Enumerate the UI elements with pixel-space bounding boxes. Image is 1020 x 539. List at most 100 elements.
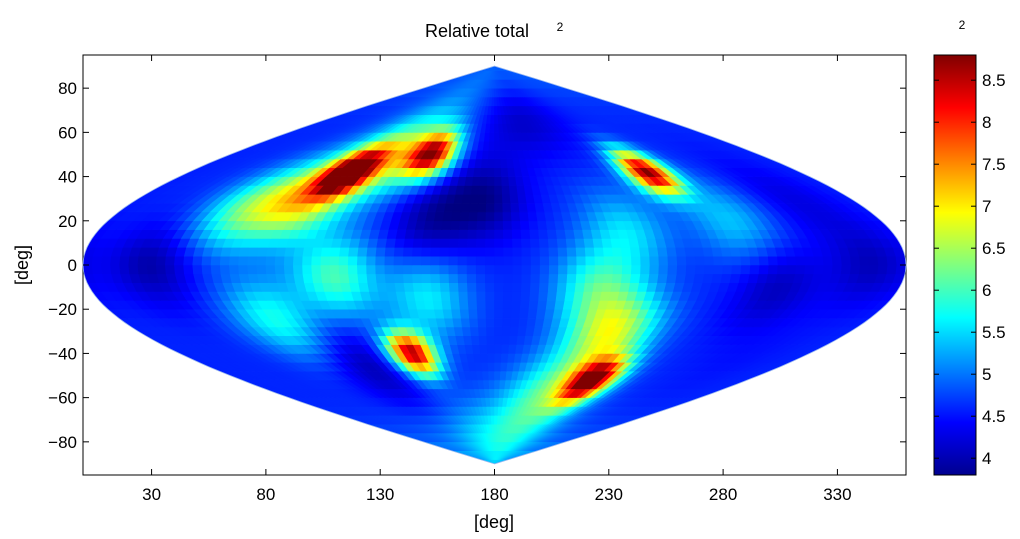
heatmap-cell: [458, 220, 470, 230]
heatmap-cell: [329, 247, 341, 257]
heatmap-cell: [413, 291, 425, 301]
heatmap-cell: [488, 140, 495, 151]
heatmap-cell: [320, 273, 332, 284]
heatmap-cell: [485, 273, 495, 284]
heatmap-cell: [521, 255, 532, 266]
colorbar-tick-label: 4.5: [982, 407, 1006, 426]
heatmap-cell: [449, 229, 460, 239]
heatmap-cell: [519, 211, 530, 222]
colorbar-tick-label: 5.5: [982, 323, 1006, 342]
heatmap-cell: [518, 202, 529, 213]
heatmap-cell: [466, 238, 477, 248]
heatmap-cell: [494, 335, 503, 345]
heatmap-cell: [448, 264, 459, 275]
heatmap-cell: [519, 308, 530, 319]
heatmap-cell: [155, 264, 167, 275]
heatmap-cell: [329, 255, 340, 266]
heatmap-cell: [441, 300, 452, 310]
heatmap-cell: [545, 220, 557, 230]
heatmap-cell: [512, 238, 523, 248]
heatmap-cell: [486, 176, 495, 186]
heatmap-cell: [155, 255, 167, 266]
heatmap-cell: [431, 229, 443, 239]
heatmap-cell: [494, 326, 503, 337]
heatmap-cell: [329, 273, 341, 284]
heatmap-cell: [475, 264, 486, 275]
heatmap-cell: [238, 255, 249, 266]
heatmap-cell: [822, 264, 834, 275]
heatmap-cell: [457, 264, 468, 275]
heatmap-cell: [481, 149, 490, 160]
heatmap-cell: [501, 176, 510, 186]
heatmap-cell: [510, 317, 520, 328]
heatmap-cell: [490, 406, 495, 416]
heatmap-cell: [620, 273, 632, 284]
heatmap-cell: [494, 388, 500, 398]
heatmap-cell: [576, 264, 587, 275]
heatmap-cell: [601, 282, 613, 292]
colorbar-tick-label: 7: [982, 197, 991, 216]
heatmap-cell: [422, 229, 434, 239]
heatmap-cell: [490, 414, 495, 425]
heatmap-cell: [293, 273, 305, 284]
heatmap-cell: [868, 264, 879, 275]
heatmap-cell: [528, 220, 539, 230]
heatmap-cell: [501, 326, 511, 337]
heatmap-cell: [511, 291, 522, 301]
heatmap-cell: [83, 264, 94, 275]
heatmap-cell: [451, 308, 462, 319]
heatmap-cell: [592, 238, 604, 248]
heatmap-cell: [470, 335, 481, 345]
heatmap-cell: [366, 255, 377, 266]
heatmap-cell: [480, 353, 489, 363]
heatmap-cell: [503, 282, 513, 292]
heatmap-cell: [804, 264, 815, 275]
heatmap-cell: [469, 202, 479, 213]
heatmap-cell: [510, 211, 521, 222]
heatmap-cell: [302, 273, 314, 284]
heatmap-cell: [840, 255, 852, 266]
heatmap-cell: [430, 264, 441, 275]
heatmap-cell: [556, 238, 568, 248]
heatmap-cell: [83, 255, 94, 266]
heatmap-cell: [466, 264, 477, 275]
heatmap-cell: [491, 432, 495, 443]
heatmap-cell: [629, 273, 641, 284]
heatmap-cell: [494, 255, 504, 266]
heatmap-cell: [466, 282, 477, 292]
heatmap-cell: [283, 264, 295, 275]
heatmap-cell: [749, 264, 761, 275]
heatmap-cell: [457, 273, 468, 284]
heatmap-cell: [594, 264, 605, 275]
heatmap-cell: [502, 317, 512, 328]
heatmap-cell: [539, 247, 550, 257]
heatmap-cell: [460, 202, 471, 213]
heatmap-cell: [527, 211, 538, 222]
heatmap-cell: [657, 247, 669, 257]
heatmap-cell: [666, 247, 678, 257]
heatmap-cell: [740, 264, 751, 275]
x-tick-label: 180: [480, 485, 508, 504]
heatmap-cell: [603, 264, 614, 275]
heatmap-cell: [502, 229, 513, 239]
heatmap-cell: [452, 202, 463, 213]
heatmap-cell: [91, 264, 103, 275]
heatmap-cell: [441, 220, 452, 230]
heatmap-cell: [292, 264, 304, 275]
heatmap-cell: [520, 291, 531, 301]
heatmap-cell: [91, 255, 103, 266]
heatmap-cell: [430, 273, 441, 284]
heatmap-cell: [439, 255, 450, 266]
heatmap-cell: [457, 238, 469, 248]
heatmap-cell: [512, 255, 523, 266]
heatmap-cell: [485, 211, 495, 222]
heatmap-cell: [448, 255, 459, 266]
heatmap-cell: [521, 273, 532, 284]
heatmap-cell: [510, 308, 521, 319]
heatmap-cell: [494, 344, 503, 354]
heatmap-cell: [302, 247, 314, 257]
heatmap-cell: [485, 282, 495, 292]
heatmap-cell: [450, 300, 461, 310]
heatmap-cell: [430, 247, 441, 257]
colorbar-tick-label: 5: [982, 365, 991, 384]
